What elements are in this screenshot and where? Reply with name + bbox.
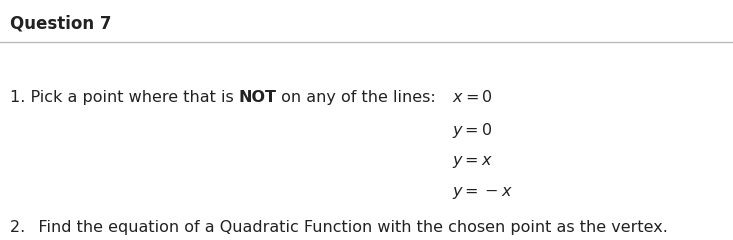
Text: NOT: NOT [238, 90, 276, 105]
Text: $y = -x$: $y = -x$ [452, 186, 513, 201]
Text: on any of the lines:: on any of the lines: [276, 90, 452, 105]
Text: $y = 0$: $y = 0$ [452, 121, 493, 140]
Text: $x = 0$: $x = 0$ [452, 90, 493, 105]
Text: 1. Pick a point where that is: 1. Pick a point where that is [10, 90, 238, 105]
Text: Question 7: Question 7 [10, 14, 111, 32]
Text: $y = x$: $y = x$ [452, 154, 493, 170]
Text: 2.  Find the equation of a Quadratic Function with the chosen point as the verte: 2. Find the equation of a Quadratic Func… [10, 220, 668, 235]
